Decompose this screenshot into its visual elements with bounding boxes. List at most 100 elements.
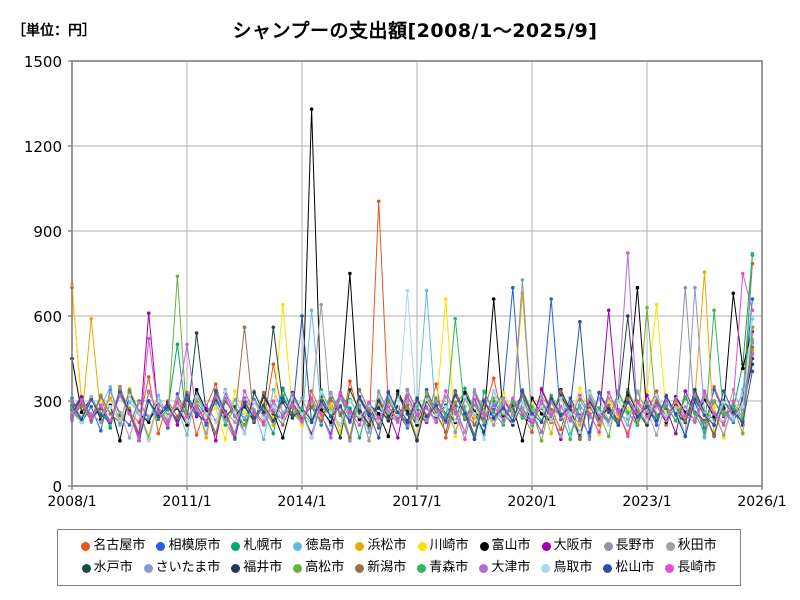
legend-item-1: 相模原市	[156, 535, 220, 557]
data-point	[626, 423, 630, 427]
x-tick-label: 2008/1	[47, 494, 96, 510]
data-point	[271, 362, 276, 367]
data-point	[750, 345, 755, 350]
data-point	[281, 419, 285, 423]
x-tick-label: 2026/1	[737, 494, 786, 510]
data-point	[693, 397, 697, 402]
data-point	[702, 436, 707, 440]
data-point	[194, 412, 199, 416]
data-point	[520, 438, 525, 443]
data-point	[300, 406, 304, 410]
data-point	[146, 311, 151, 316]
data-point	[463, 412, 467, 416]
data-point	[166, 423, 170, 427]
data-point	[683, 285, 688, 290]
data-point	[99, 395, 103, 399]
legend-label: 鳥取市	[553, 560, 593, 575]
series-19	[70, 271, 755, 443]
data-point	[741, 366, 745, 371]
plot-area: 0 300 600 900 1200 1500 2008/1 2011/1 2014/1 2017…	[24, 53, 787, 510]
data-point	[453, 317, 458, 321]
legend-item-0: 名古屋市	[81, 535, 145, 557]
data-point	[654, 419, 659, 423]
legend-swatch-icon	[417, 563, 427, 573]
data-point	[741, 404, 745, 409]
data-point	[146, 420, 151, 425]
data-point	[252, 419, 256, 423]
data-point	[223, 420, 228, 425]
data-point	[664, 395, 668, 399]
data-point	[348, 438, 352, 443]
series-6	[70, 107, 755, 443]
data-point	[424, 419, 429, 423]
data-point	[261, 423, 266, 427]
data-point	[444, 404, 448, 409]
data-point	[357, 387, 362, 392]
data-point	[424, 390, 429, 395]
legend-item-19: 長崎市	[665, 557, 716, 579]
data-point	[146, 414, 151, 419]
data-point	[597, 410, 601, 415]
data-point	[453, 393, 458, 398]
legend: 名古屋市 相模原市 札幌市 徳島市 浜松市 川崎市 富山市 大阪市 長野市 秋田市 水戸市 さいたま市…	[57, 529, 741, 586]
data-point	[453, 434, 458, 439]
data-point	[597, 414, 601, 419]
data-point	[721, 413, 726, 418]
data-point	[472, 423, 477, 427]
data-point	[741, 431, 745, 436]
data-point	[329, 420, 333, 425]
data-point	[405, 423, 410, 427]
data-point	[376, 419, 381, 423]
data-point	[539, 438, 544, 443]
data-point	[520, 389, 525, 393]
data-point	[348, 410, 352, 415]
data-point	[654, 389, 659, 393]
data-point	[549, 297, 553, 301]
data-point	[635, 285, 640, 290]
data-point	[530, 396, 534, 401]
data-point	[156, 431, 161, 436]
data-point	[731, 399, 736, 403]
data-point	[271, 410, 276, 415]
axis-ticks	[68, 60, 763, 490]
legend-item-4: 浜松市	[355, 535, 407, 557]
data-point	[654, 423, 659, 427]
legend-swatch-icon	[156, 541, 166, 551]
legend-swatch-icon	[479, 563, 489, 573]
data-point	[214, 395, 218, 399]
data-point	[290, 403, 295, 408]
legend-swatch-icon	[231, 563, 241, 573]
data-point	[146, 336, 151, 341]
data-point	[204, 431, 208, 436]
data-point	[252, 410, 256, 415]
data-point	[357, 423, 362, 427]
data-point	[348, 271, 352, 276]
chart-title: シャンプーの支出額[2008/1～2025/9]	[232, 20, 598, 42]
data-point	[616, 399, 621, 403]
data-point	[549, 413, 553, 418]
data-point	[108, 396, 113, 401]
data-point	[491, 416, 496, 420]
data-point	[146, 399, 151, 403]
data-point	[674, 396, 678, 401]
data-point	[348, 406, 352, 410]
data-point	[194, 331, 199, 335]
legend-swatch-icon	[541, 541, 551, 551]
data-point	[559, 404, 563, 409]
data-point	[281, 414, 285, 419]
data-point	[233, 431, 237, 436]
data-point	[214, 406, 218, 410]
y-axis-labels: 0 300 600 900 1200 1500	[24, 53, 62, 496]
legend-label: 川崎市	[429, 538, 469, 553]
data-point	[559, 396, 563, 401]
data-point	[511, 419, 515, 423]
data-point	[683, 404, 688, 409]
data-point	[271, 423, 276, 427]
data-point	[482, 419, 486, 423]
data-point	[329, 436, 333, 440]
data-point	[175, 274, 180, 279]
legend-label: 浜松市	[367, 538, 407, 553]
data-point	[290, 413, 295, 418]
data-point	[79, 410, 84, 415]
data-point	[281, 396, 285, 401]
